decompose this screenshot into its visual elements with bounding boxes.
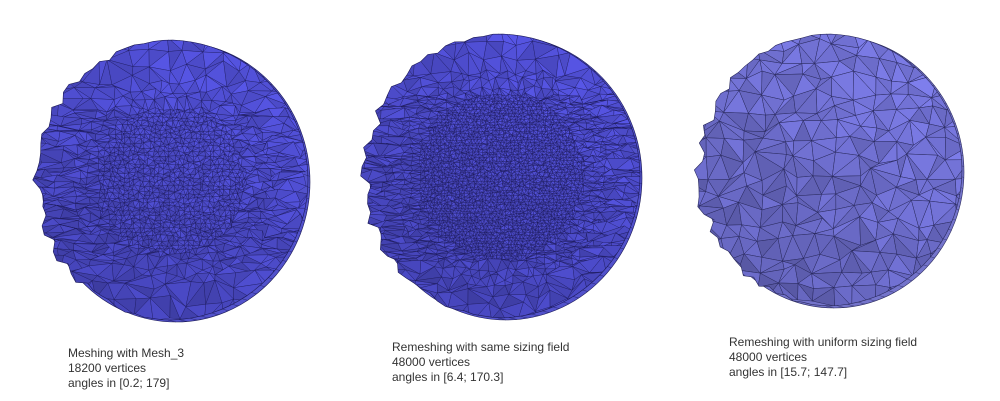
caption-angles: angles in [6.4; 170.3] — [392, 370, 504, 384]
mesh-faces — [694, 34, 962, 306]
mesh-panel-uniform-sizing: Remeshing with uniform sizing field 4800… — [660, 0, 1000, 401]
caption-vertices: 48000 vertices — [729, 350, 808, 364]
caption-angles: angles in [15.7; 147.7] — [729, 365, 848, 379]
mesh-faces — [32, 40, 309, 320]
caption-method: Remeshing with uniform sizing field — [729, 335, 918, 349]
mesh-image-uniform-sizing — [693, 33, 965, 309]
caption-vertices: 18200 vertices — [68, 361, 147, 375]
mesh-panel-same-sizing: Remeshing with same sizing field 48000 v… — [330, 0, 660, 401]
caption-angles: angles in [0.2; 179] — [68, 376, 170, 390]
mesh-outline — [360, 33, 641, 319]
mesh-faces — [360, 34, 640, 318]
caption-method: Remeshing with same sizing field — [392, 340, 570, 354]
mesh-caption: Meshing with Mesh_3 18200 vertices angle… — [68, 346, 184, 391]
caption-method: Meshing with Mesh_3 — [68, 346, 185, 360]
mesh-image-mesh3 — [32, 39, 311, 323]
mesh-panel-mesh3: Meshing with Mesh_3 18200 vertices angle… — [0, 0, 330, 401]
mesh-outline — [693, 33, 963, 307]
caption-vertices: 48000 vertices — [392, 355, 471, 369]
mesh-image-same-sizing — [360, 33, 643, 321]
mesh-caption: Remeshing with uniform sizing field 4800… — [729, 335, 917, 380]
mesh-caption: Remeshing with same sizing field 48000 v… — [392, 340, 569, 385]
mesh-outline — [32, 39, 309, 321]
